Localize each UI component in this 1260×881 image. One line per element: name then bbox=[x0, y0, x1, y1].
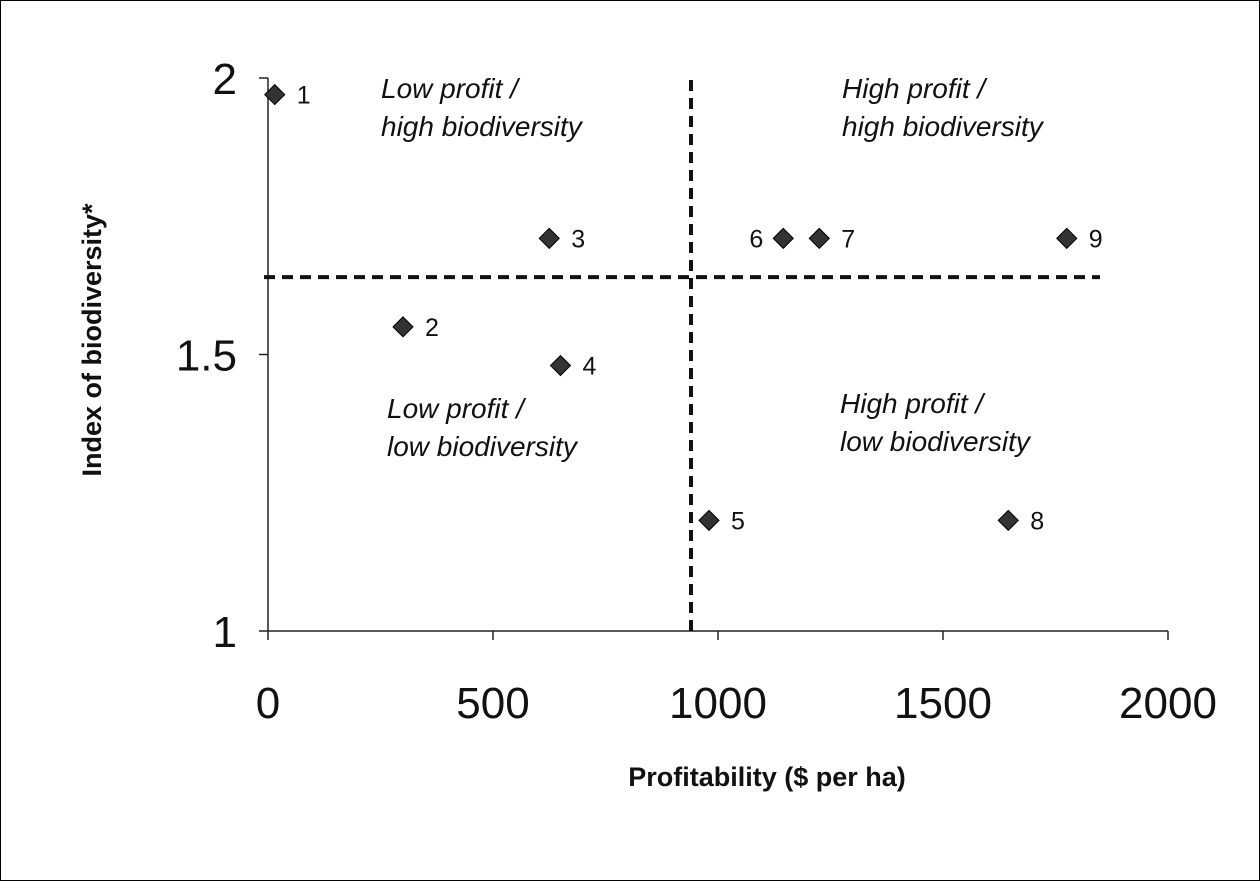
data-point-label: 5 bbox=[731, 507, 745, 535]
quadrant-label-line: Low profit / bbox=[387, 393, 527, 424]
y-tick-label: 1.5 bbox=[176, 332, 237, 381]
data-point-label: 3 bbox=[571, 225, 585, 253]
quadrant-label-top-left: Low profit / high biodiversity bbox=[381, 73, 584, 142]
quadrant-label-top-right: High profit / high biodiversity bbox=[842, 73, 1045, 142]
data-point-label: 1 bbox=[297, 82, 311, 110]
data-point-1 bbox=[264, 83, 286, 106]
data-point-9 bbox=[1056, 227, 1078, 250]
x-tick-label: 2000 bbox=[1119, 679, 1217, 728]
data-point-label: 4 bbox=[583, 353, 597, 381]
quadrant-label-line: high biodiversity bbox=[842, 111, 1045, 142]
data-point-2 bbox=[392, 316, 414, 338]
quadrant-label-line: High profit / bbox=[842, 73, 988, 104]
data-point-label: 6 bbox=[749, 225, 763, 253]
data-point-label: 9 bbox=[1089, 225, 1103, 253]
x-tick-label: 500 bbox=[456, 679, 529, 728]
quadrant-label-line: High profit / bbox=[840, 388, 986, 419]
axes: 0 500 1000 1500 2000 1 1.5 2 bbox=[176, 55, 1217, 728]
y-tick-label: 1 bbox=[213, 608, 237, 657]
quadrant-label-bottom-left: Low profit / low biodiversity bbox=[387, 393, 579, 462]
y-tick-label: 2 bbox=[213, 55, 237, 104]
data-point-4 bbox=[549, 354, 572, 377]
data-point-3 bbox=[538, 227, 560, 250]
x-tick-label: 1000 bbox=[669, 679, 767, 728]
quadrant-label-line: high biodiversity bbox=[381, 111, 584, 142]
data-point-7 bbox=[808, 227, 830, 250]
data-point-5 bbox=[698, 509, 720, 532]
quadrant-label-bottom-right: High profit / low biodiversity bbox=[840, 388, 1032, 457]
x-axis-title: Profitability ($ per ha) bbox=[628, 762, 906, 792]
data-point-6 bbox=[772, 227, 794, 250]
quadrant-label-line: low biodiversity bbox=[840, 426, 1032, 457]
threshold-lines bbox=[264, 80, 1100, 636]
data-point-8 bbox=[997, 509, 1019, 532]
data-points: 1 2 3 4 5 6 7 8 9 bbox=[264, 82, 1103, 535]
data-point-label: 7 bbox=[841, 225, 855, 253]
y-axis-title: Index of biodiversity* bbox=[77, 203, 107, 477]
data-point-label: 8 bbox=[1030, 507, 1044, 535]
x-tick-label: 1500 bbox=[894, 679, 992, 728]
quadrant-label-line: Low profit / bbox=[381, 73, 521, 104]
data-point-label: 2 bbox=[425, 314, 439, 342]
quadrant-label-line: low biodiversity bbox=[387, 431, 579, 462]
x-tick-label: 0 bbox=[256, 679, 280, 728]
